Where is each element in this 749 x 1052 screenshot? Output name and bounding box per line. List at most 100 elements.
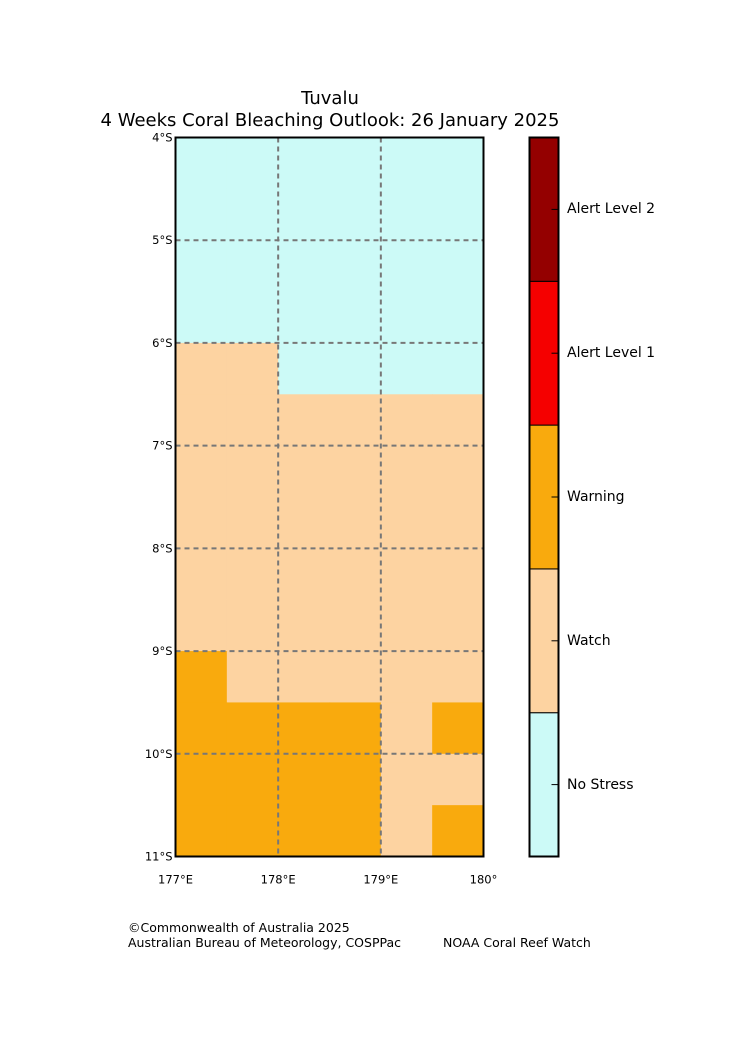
map-cell <box>278 548 331 601</box>
map-cell <box>278 651 331 704</box>
map-cell <box>432 137 485 190</box>
lat-tick-label: 5°S <box>152 233 172 247</box>
map-cell <box>226 651 279 704</box>
colorbar-label: Alert Level 1 <box>567 345 656 362</box>
map-cell <box>278 188 331 241</box>
map-cell <box>278 137 331 190</box>
map-cell <box>226 240 279 293</box>
map-subtitle: 4 Weeks Coral Bleaching Outlook: 26 Janu… <box>100 110 560 131</box>
map-cell <box>278 342 331 395</box>
colorbar-label: Alert Level 2 <box>567 201 656 218</box>
map-cell <box>175 805 228 858</box>
map-cell <box>226 137 279 190</box>
map-cell <box>175 445 228 498</box>
map-cell <box>175 651 228 704</box>
map-cell <box>278 394 331 447</box>
lon-tick-label: 180° <box>470 873 498 887</box>
map-cell <box>380 753 433 806</box>
lat-tick-label: 7°S <box>152 439 172 453</box>
copyright-text: ©Commonwealth of Australia 2025 <box>128 920 350 935</box>
map-cell <box>329 497 382 549</box>
map-cell <box>175 188 228 241</box>
map-cell <box>432 188 485 241</box>
map-cell <box>278 702 331 755</box>
map-cells <box>175 137 485 858</box>
map-cell <box>175 240 228 293</box>
map-frame <box>174 136 485 858</box>
map-cell <box>432 394 485 447</box>
map-title: Tuvalu <box>301 88 359 109</box>
lat-tick-label: 11°S <box>145 850 173 864</box>
colorbar <box>528 136 560 858</box>
map-cell <box>278 599 331 652</box>
colorbar-label: Watch <box>567 632 611 649</box>
map-cell <box>175 291 228 344</box>
map-cell <box>380 651 433 704</box>
map-cell <box>329 188 382 241</box>
map-cell <box>226 445 279 498</box>
map-axis-ticks: 4°S 5°S 6°S 7°S 8°S 9°S 10°S 11°S 177°E 178°E 179°… <box>145 131 498 887</box>
map-cell <box>380 445 433 498</box>
map-cell <box>175 702 228 755</box>
lat-tick-label: 9°S <box>152 644 172 658</box>
map-cell <box>380 394 433 447</box>
lat-tick-label: 10°S <box>145 747 173 761</box>
map-cell <box>432 651 485 704</box>
map-cell <box>432 291 485 344</box>
map-cell <box>278 291 331 344</box>
map-cell <box>226 753 279 806</box>
map-gridlines <box>175 137 484 857</box>
map-cell <box>329 651 382 704</box>
lat-tick-label: 6°S <box>152 336 172 350</box>
map-cell <box>278 497 331 549</box>
map-cell <box>432 445 485 498</box>
lat-tick-label: 8°S <box>152 541 172 555</box>
map-cell <box>380 702 433 755</box>
map-cell <box>432 753 485 806</box>
map-cell <box>380 548 433 601</box>
map-cell <box>278 240 331 293</box>
map-cell <box>432 342 485 395</box>
map-cell <box>329 445 382 498</box>
map-cell <box>175 599 228 652</box>
map-cell <box>329 753 382 806</box>
map-cell <box>226 188 279 241</box>
map-cell <box>380 805 433 858</box>
lon-tick-label: 179°E <box>363 873 398 887</box>
map-cell <box>380 188 433 241</box>
colorbar-frame <box>528 136 560 858</box>
map-cell <box>278 445 331 498</box>
map-cell <box>432 805 485 858</box>
map-cell <box>175 548 228 601</box>
map-cell <box>226 394 279 447</box>
map-cell <box>175 342 228 395</box>
map-cell <box>432 497 485 549</box>
bureau-credit: Australian Bureau of Meteorology, COSPPa… <box>128 935 401 950</box>
map-cell <box>329 291 382 344</box>
map-cell <box>432 599 485 652</box>
map-cell <box>226 599 279 652</box>
map-cell <box>226 548 279 601</box>
map-cell <box>329 805 382 858</box>
lon-tick-label: 178°E <box>261 873 296 887</box>
map-cell <box>175 497 228 549</box>
map-cell <box>380 291 433 344</box>
colorbar-label: Warning <box>567 489 625 505</box>
map-cell <box>329 548 382 601</box>
map-cell <box>278 805 331 858</box>
map-cell <box>329 394 382 447</box>
map-cell <box>278 753 331 806</box>
map-cell <box>226 702 279 755</box>
map-cell <box>432 240 485 293</box>
noaa-credit: NOAA Coral Reef Watch <box>443 935 591 950</box>
colorbar-label: No Stress <box>567 776 634 793</box>
map-cell <box>329 240 382 293</box>
map-cell <box>329 137 382 190</box>
map-cell <box>380 599 433 652</box>
map-cell <box>226 497 279 549</box>
map-cell <box>226 291 279 344</box>
map-cell <box>329 342 382 395</box>
map-cell <box>175 137 228 190</box>
lat-tick-label: 4°S <box>152 131 172 145</box>
